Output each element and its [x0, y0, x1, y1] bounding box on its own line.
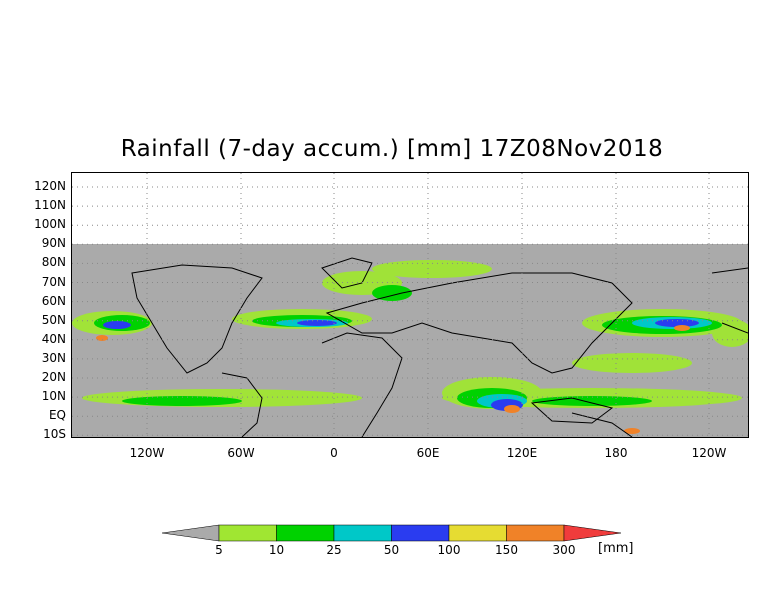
- colorbar-unit: [mm]: [598, 541, 634, 556]
- latitude-label: 110N: [34, 198, 66, 213]
- longitude-label: 180: [604, 446, 628, 460]
- longitude-label: 60E: [416, 446, 440, 460]
- longitude-label: 120W: [129, 446, 165, 460]
- no-data-region: [72, 173, 748, 244]
- coastlines: [131, 257, 748, 437]
- colorbar-underflow: [162, 524, 220, 542]
- latitude-label: EQ: [48, 408, 66, 423]
- latitude-label: 100N: [34, 217, 66, 232]
- map-title: Rainfall (7-day accum.) [mm] 17Z08Nov201…: [120, 136, 664, 162]
- colorbar-segment: [218, 524, 277, 542]
- colorbar-level-label: 300: [552, 543, 576, 557]
- latitude-label: 60N: [41, 293, 66, 308]
- longitude-label: 120E: [506, 446, 538, 460]
- colorbar-level-label: 10: [268, 543, 285, 557]
- latitude-label: 40N: [41, 331, 66, 346]
- colorbar-level-label: 5: [215, 543, 223, 557]
- latitude-label: 20N: [41, 370, 66, 384]
- colorbar-level-label: 100: [437, 543, 461, 557]
- graticule: [72, 173, 748, 437]
- latitude-label: 10S: [43, 427, 66, 442]
- colorbar-segment: [506, 524, 565, 542]
- colorbar-level-label: 25: [326, 543, 342, 557]
- colorbar-segment: [276, 524, 335, 542]
- latitude-label: 30N: [41, 350, 66, 365]
- colorbar-segment: [391, 524, 450, 542]
- latitude-label: 80N: [41, 255, 66, 270]
- rainfall-map: [71, 172, 749, 438]
- rain-extreme: [96, 325, 690, 434]
- latitude-label: 120N: [34, 179, 66, 193]
- longitude-label: 120W: [691, 446, 727, 460]
- colorbar-segment: [333, 524, 392, 542]
- longitude-label: 0: [330, 446, 338, 460]
- colorbar-level-label: 50: [383, 543, 400, 557]
- colorbar-level-label: 150: [495, 543, 518, 557]
- colorbar-segment: [448, 524, 507, 542]
- latitude-label: 10N: [41, 389, 66, 404]
- latitude-label: 90N: [41, 236, 66, 251]
- latitude-label: 50N: [41, 312, 66, 327]
- longitude-label: 60W: [227, 446, 255, 460]
- colorbar: [162, 524, 622, 542]
- colorbar-overflow: [563, 524, 622, 542]
- latitude-label: 70N: [41, 274, 66, 289]
